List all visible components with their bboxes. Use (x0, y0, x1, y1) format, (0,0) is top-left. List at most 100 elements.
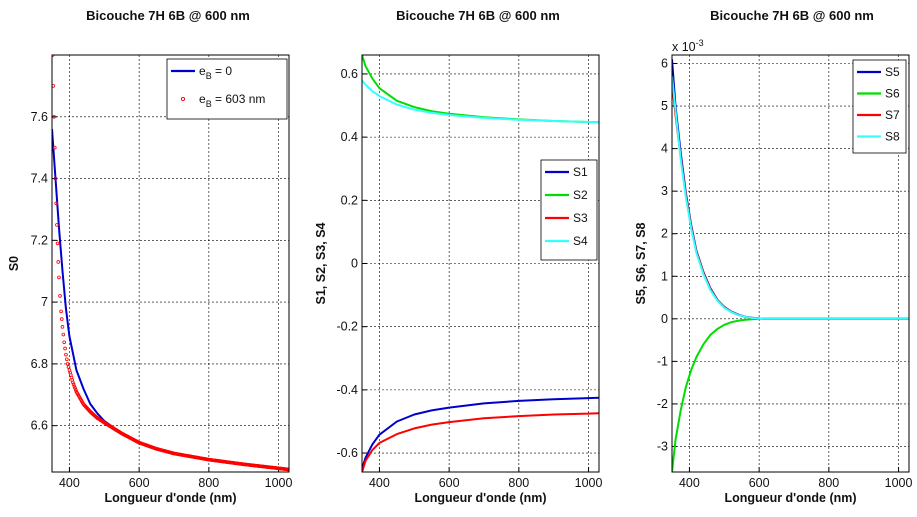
data-point (52, 55, 55, 57)
data-point (59, 309, 63, 314)
y-tick-label: 7 (41, 295, 48, 309)
legend-box (540, 159, 598, 261)
series-s3 (362, 412, 599, 472)
data-point (59, 317, 64, 321)
series-line (362, 412, 599, 472)
y-tick-label: 0.4 (341, 130, 358, 144)
y-tick-label: 6.6 (31, 419, 48, 433)
legend-marker (180, 96, 186, 102)
chart-panel-3: Bicouche 7H 6B @ 600 nm 400 600 800 1000 -3 -2… (634, 8, 912, 505)
x-tick-label: 600 (129, 476, 150, 490)
x-axis-label: Longueur d'onde (nm) (414, 491, 546, 505)
chart-title: Bicouche 7H 6B @ 600 nm (710, 8, 874, 23)
legend-entry: S1 (573, 165, 588, 179)
x-tick-label: 800 (508, 476, 529, 490)
x-axis-label: Longueur d'onde (nm) (104, 491, 236, 505)
y-tick-label: 0.2 (341, 193, 358, 207)
series-s1 (362, 396, 599, 470)
legend-entry: S2 (573, 188, 588, 202)
y-tick-label: 7.4 (31, 172, 48, 186)
axis-multiplier: x 10-3 (672, 38, 704, 54)
data-point (65, 357, 69, 362)
legend: S1 S2 S3 S4 (540, 159, 598, 261)
series-line (672, 76, 909, 320)
x-axis-label: Longueur d'onde (nm) (724, 491, 856, 505)
data-point (52, 145, 57, 150)
y-tick-label: 7.2 (31, 233, 48, 247)
data-point (66, 365, 71, 369)
y-tick-label: -0.4 (336, 383, 358, 397)
data-point (73, 386, 77, 390)
legend-entry: S4 (573, 234, 588, 248)
plot-area (52, 55, 289, 472)
data-point (61, 332, 66, 337)
y-tick-label: -3 (657, 439, 668, 453)
y-tick-label: 0 (661, 312, 668, 326)
data-point (73, 388, 78, 392)
series-s4 (362, 79, 599, 124)
y-tick-label: 4 (661, 142, 668, 156)
data-point (56, 260, 61, 264)
data-point (62, 340, 66, 345)
data-point (52, 84, 56, 88)
y-tick-label: 0.6 (341, 67, 358, 81)
axes-frame (361, 54, 600, 473)
y-axis-label: S1, S2, S3, S4 (314, 222, 328, 304)
data-point (71, 380, 75, 385)
x-tick-label: 400 (679, 476, 700, 490)
legend-entry: S3 (573, 211, 588, 225)
data-point (55, 241, 60, 246)
series-line (362, 79, 599, 124)
x-tick-label: 1000 (885, 476, 913, 490)
data-point (57, 275, 61, 280)
data-point (64, 352, 68, 357)
data-point (55, 223, 59, 227)
y-tick-label: 7.6 (31, 110, 48, 124)
x-tick-label: 400 (369, 476, 390, 490)
data-point (54, 201, 58, 206)
y-tick-label: -2 (657, 397, 668, 411)
y-tick-label: 1 (661, 269, 668, 283)
series-eb-1 (52, 55, 289, 472)
y-tick-label: 3 (661, 184, 668, 198)
legend: eB = 0 eB = 603 nm (166, 58, 288, 120)
x-tick-label: 800 (198, 476, 219, 490)
legend-entry: eB = 0 (199, 64, 232, 81)
x-tick-label: 600 (749, 476, 770, 490)
y-tick-label: -1 (657, 354, 668, 368)
x-tick-label: 800 (818, 476, 839, 490)
data-point (286, 467, 289, 472)
chart-panel-1: Bicouche 7H 6B @ 600 nm 400 600 800 1000 6.6 6… (7, 8, 292, 505)
legend: S5 S6 S7 S8 (852, 59, 907, 154)
y-tick-label: 6.8 (31, 357, 48, 371)
chart-title: Bicouche 7H 6B @ 600 nm (86, 8, 250, 23)
data-point (65, 362, 70, 366)
y-tick-label: -0.2 (336, 320, 358, 334)
data-point (72, 384, 77, 388)
chart-panel-2: Bicouche 7H 6B @ 600 nm 400 600 800 1000 -0.6… (314, 8, 602, 505)
legend-box (166, 58, 288, 120)
legend-entry: S7 (885, 108, 900, 122)
legend-entry: eB = 603 nm (199, 92, 265, 109)
y-tick-label: -0.6 (336, 446, 358, 460)
legend-entry: S8 (885, 130, 900, 144)
x-tick-label: 400 (59, 476, 80, 490)
y-axis-label: S0 (7, 256, 21, 271)
x-tick-label: 1000 (575, 476, 603, 490)
legend-entry: S6 (885, 87, 900, 101)
axes-frame (671, 54, 910, 473)
y-tick-label: 2 (661, 227, 668, 241)
series-s8 (672, 76, 909, 320)
y-tick-label: 6 (661, 57, 668, 71)
y-tick-label: 5 (661, 99, 668, 113)
data-point (63, 346, 67, 351)
x-tick-label: 1000 (265, 476, 293, 490)
series-line (362, 396, 599, 470)
x-tick-label: 600 (439, 476, 460, 490)
axes-frame (51, 54, 290, 473)
chart-title: Bicouche 7H 6B @ 600 nm (396, 8, 560, 23)
data-point (71, 382, 76, 387)
y-axis-label: S5, S6, S7, S8 (634, 222, 648, 304)
data-point (58, 294, 62, 298)
